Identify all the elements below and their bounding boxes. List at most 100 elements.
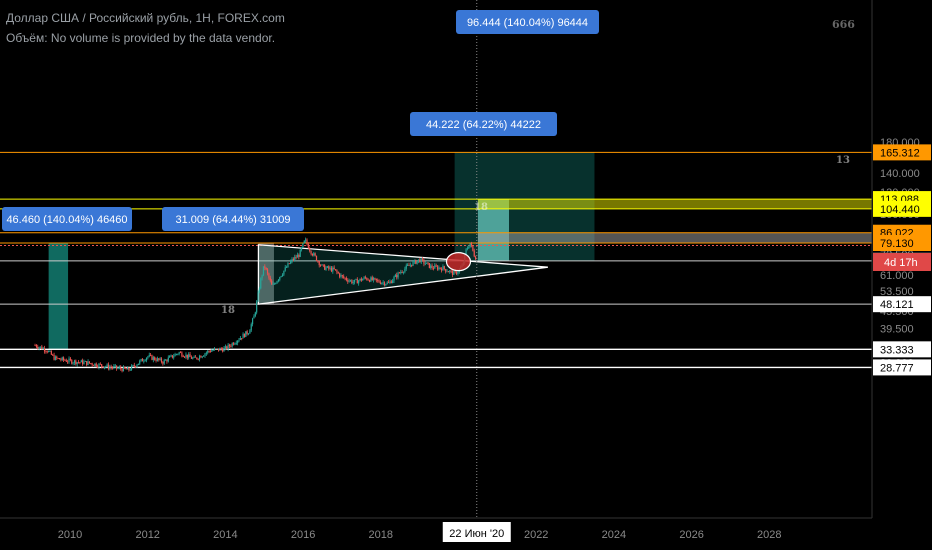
candle-body <box>296 254 299 258</box>
price-tag-label: 33.333 <box>880 344 914 356</box>
candle-body <box>92 364 95 366</box>
candle-body <box>61 357 63 360</box>
candle-body <box>432 267 435 269</box>
candle-body <box>154 357 156 360</box>
candle-body <box>99 363 101 365</box>
candle-body <box>280 276 282 278</box>
candle-body <box>65 360 67 362</box>
candle-body <box>198 356 201 360</box>
x-tick-label: 2022 <box>524 529 548 541</box>
candle-body <box>430 265 432 268</box>
candle-body <box>87 361 89 365</box>
crosshair-date-label: 22 Июн '20 <box>449 528 504 540</box>
measure-zone <box>477 199 510 261</box>
candle-body <box>67 361 69 363</box>
candle-body <box>48 351 50 353</box>
candle-body <box>275 283 277 285</box>
candle-body <box>446 271 448 273</box>
candle-body <box>197 358 199 360</box>
candle-body <box>106 364 108 367</box>
crosshair-date-tag <box>442 522 511 542</box>
candle-body <box>114 365 116 367</box>
candle-body <box>466 248 469 250</box>
candle-body <box>135 366 137 367</box>
candle-body <box>253 316 255 319</box>
candle-body <box>71 359 73 364</box>
candle-body <box>166 359 168 362</box>
x-tick-label: 2016 <box>291 529 315 541</box>
candle-body <box>54 356 57 360</box>
candle-body <box>212 350 214 351</box>
x-tick-label: 2026 <box>679 529 703 541</box>
candle-body <box>329 267 331 269</box>
candle-body <box>137 363 139 366</box>
candle-body <box>196 357 198 359</box>
candle-body <box>83 361 85 365</box>
candle-body <box>415 260 417 264</box>
candle-body <box>356 279 358 284</box>
candle-body <box>288 263 290 265</box>
candle-body <box>366 277 368 280</box>
candle-body <box>265 267 267 270</box>
candle-body <box>208 350 210 352</box>
candle-body <box>109 367 111 369</box>
candle-body <box>130 365 133 370</box>
candle-body <box>179 352 182 354</box>
candle-body <box>164 359 167 361</box>
candle-body <box>474 256 477 260</box>
candle-body <box>140 358 142 361</box>
candle-body <box>169 356 171 358</box>
candle-body <box>53 355 55 360</box>
candle-body <box>235 342 237 344</box>
candle-body <box>375 278 377 281</box>
candle-body <box>427 262 429 264</box>
candle-body <box>387 282 390 284</box>
candle-body <box>294 256 296 260</box>
candle-body <box>423 259 425 264</box>
candle-body <box>424 263 426 265</box>
price-axis <box>872 0 932 550</box>
candle-body <box>91 363 93 365</box>
candle-body <box>363 277 365 280</box>
measure-zone <box>477 199 510 261</box>
candle-body <box>159 358 161 360</box>
candle-body <box>129 369 131 371</box>
candle-body <box>358 280 360 284</box>
candle-body <box>306 239 308 244</box>
candle-body <box>45 351 47 352</box>
candle-body <box>339 273 341 277</box>
candle-body <box>38 347 40 349</box>
candle-body <box>184 356 186 358</box>
candle-body <box>228 344 231 347</box>
breakout-marker <box>445 252 472 272</box>
candle-body <box>298 254 300 257</box>
candle-body <box>383 282 386 286</box>
candle-body <box>407 265 409 266</box>
candle-body <box>190 356 193 359</box>
candle-body <box>103 366 105 368</box>
countdown-label: 4d 17h <box>884 257 918 269</box>
candle-body <box>277 279 280 282</box>
candle-body <box>345 278 348 281</box>
symbol-title[interactable]: Доллар США / Российский рубль, 1H, FOREX… <box>6 11 285 25</box>
candle-body <box>77 362 80 363</box>
candle-body <box>295 256 297 258</box>
candle-body <box>218 348 220 351</box>
candle-body <box>136 365 138 367</box>
candle-body <box>349 280 352 282</box>
candle-body <box>472 245 474 251</box>
candle-body <box>324 265 326 270</box>
measure-label: 46.460 (140.04%) 46460 <box>6 214 127 226</box>
candle-body <box>186 354 188 358</box>
candle-body <box>382 282 384 284</box>
candle-body <box>451 270 454 275</box>
candle-body <box>95 363 97 367</box>
candle-body <box>371 277 373 281</box>
measure-label-box <box>162 207 304 231</box>
candle-body <box>144 360 146 362</box>
candle-body <box>258 288 260 293</box>
candle-body <box>360 278 362 281</box>
candle-body <box>285 267 288 268</box>
candle-body <box>200 356 202 358</box>
